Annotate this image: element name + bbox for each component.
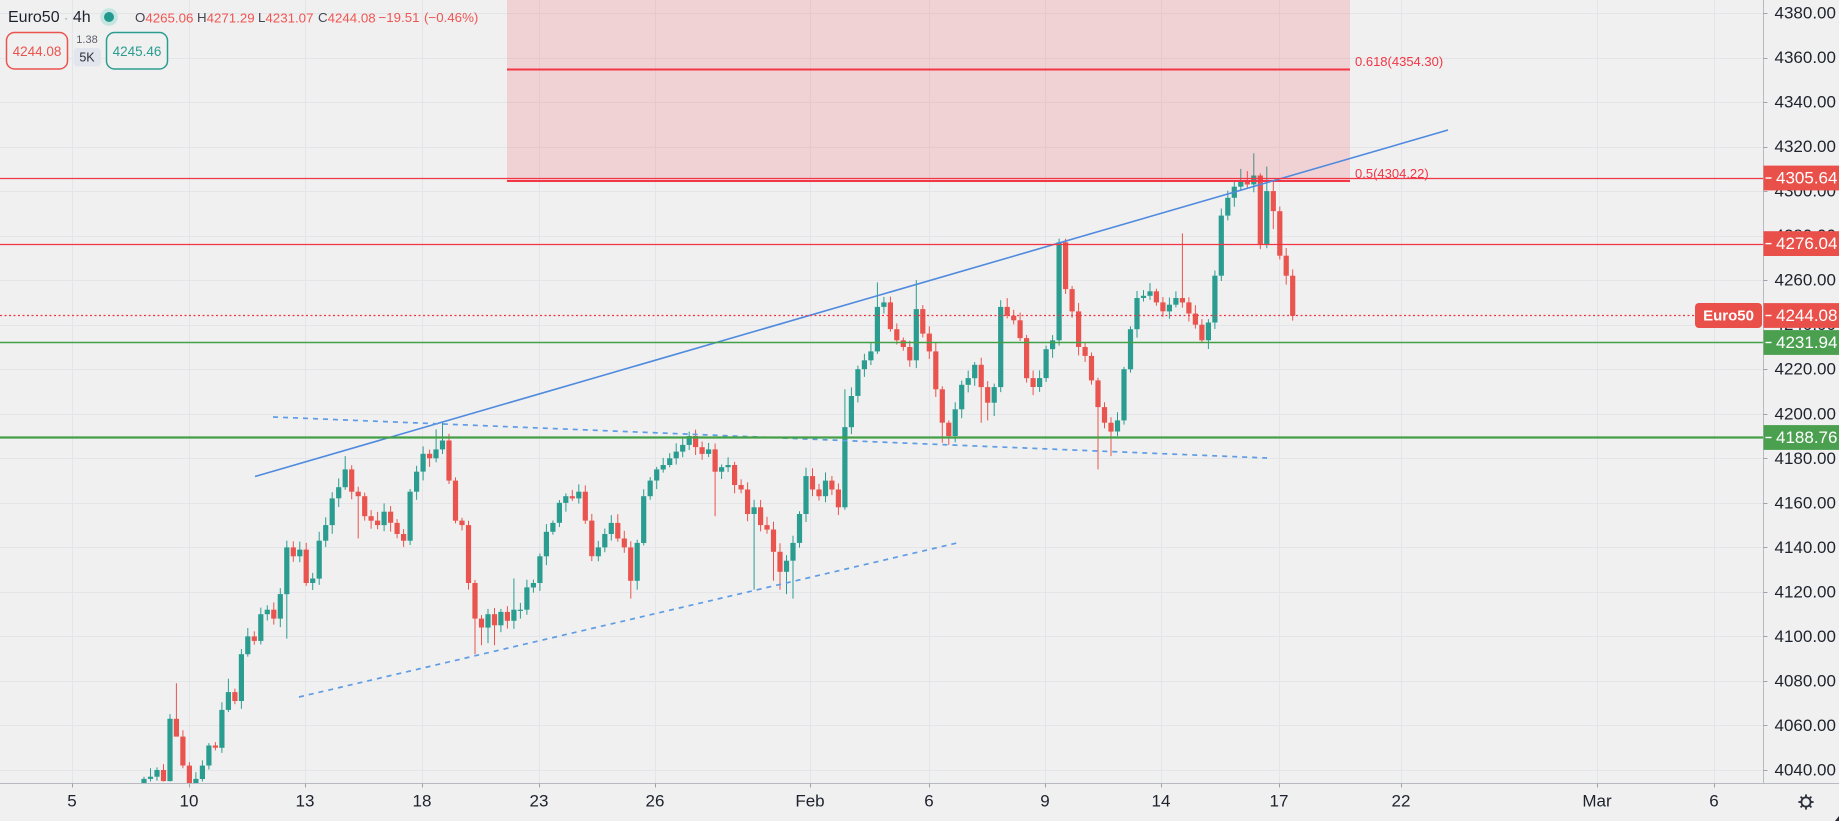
svg-text:Mar: Mar	[1582, 792, 1612, 811]
svg-text:4244.08: 4244.08	[13, 44, 62, 59]
svg-text:4160.00: 4160.00	[1775, 493, 1836, 512]
svg-text:(−0.46%): (−0.46%)	[424, 10, 478, 25]
svg-text:9: 9	[1040, 792, 1049, 811]
svg-text:H4271.29: H4271.29	[197, 10, 255, 25]
svg-text:Euro50: Euro50	[1703, 308, 1754, 325]
svg-text:4220.00: 4220.00	[1775, 360, 1836, 379]
svg-text:22: 22	[1392, 792, 1411, 811]
svg-text:4040.00: 4040.00	[1775, 761, 1836, 780]
svg-text:4120.00: 4120.00	[1775, 582, 1836, 601]
svg-text:4140.00: 4140.00	[1775, 538, 1836, 557]
svg-text:4320.00: 4320.00	[1775, 137, 1836, 156]
svg-text:4380.00: 4380.00	[1775, 4, 1836, 23]
svg-text:C4244.08: C4244.08	[318, 10, 376, 25]
svg-text:4080.00: 4080.00	[1775, 672, 1836, 691]
svg-text:13: 13	[296, 792, 315, 811]
svg-text:L4231.07: L4231.07	[258, 10, 313, 25]
svg-text:6: 6	[1709, 792, 1718, 811]
svg-text:5K: 5K	[79, 51, 95, 65]
svg-text:4060.00: 4060.00	[1775, 716, 1836, 735]
svg-text:4276.04: 4276.04	[1776, 234, 1837, 253]
svg-text:4244.08: 4244.08	[1776, 306, 1837, 325]
svg-text:4360.00: 4360.00	[1775, 48, 1836, 67]
svg-text:−19.51: −19.51	[379, 10, 420, 25]
svg-text:4231.94: 4231.94	[1776, 333, 1837, 352]
svg-text:4260.00: 4260.00	[1775, 271, 1836, 290]
svg-text:4340.00: 4340.00	[1775, 93, 1836, 112]
svg-text:26: 26	[646, 792, 665, 811]
svg-text:Feb: Feb	[795, 792, 824, 811]
svg-text:5: 5	[67, 792, 76, 811]
svg-text:0.5(4304.22): 0.5(4304.22)	[1355, 166, 1429, 181]
svg-text:14: 14	[1152, 792, 1171, 811]
svg-text:4180.00: 4180.00	[1775, 449, 1836, 468]
svg-text:4188.76: 4188.76	[1776, 428, 1837, 447]
svg-text:4100.00: 4100.00	[1775, 627, 1836, 646]
svg-text:17: 17	[1270, 792, 1289, 811]
svg-text:23: 23	[530, 792, 549, 811]
svg-text:18: 18	[413, 792, 432, 811]
svg-text:4305.64: 4305.64	[1776, 169, 1837, 188]
svg-text:6: 6	[924, 792, 933, 811]
svg-text:0.618(4354.30): 0.618(4354.30)	[1355, 54, 1443, 69]
svg-text:4200.00: 4200.00	[1775, 404, 1836, 423]
svg-text:4245.46: 4245.46	[113, 44, 162, 59]
svg-text:Euro50 · 4h: Euro50 · 4h	[8, 9, 91, 26]
svg-text:O4265.06: O4265.06	[135, 10, 193, 25]
svg-text:10: 10	[180, 792, 199, 811]
svg-text:1.38: 1.38	[76, 34, 97, 46]
